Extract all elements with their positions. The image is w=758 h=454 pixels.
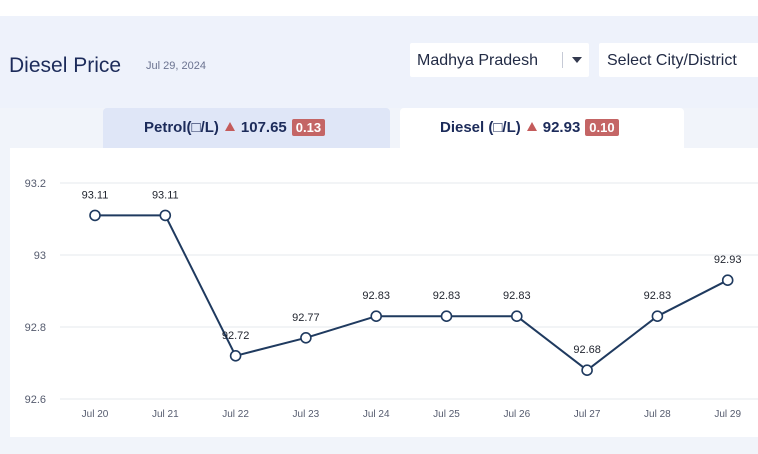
x-tick-label: Jul 21	[152, 409, 179, 420]
x-tick-label: Jul 20	[82, 409, 109, 420]
data-point	[721, 274, 734, 286]
price-line-chart: 92.6 92.8 93 93.2 Jul 20 Jul 21 Jul 22 Jul 23 Ju…	[25, 178, 758, 420]
x-tick-label: Jul 28	[644, 409, 671, 420]
data-label: 92.83	[503, 290, 531, 302]
up-arrow-icon	[224, 122, 235, 131]
tab-petrol[interactable]: Petrol(□/L) 107.65 0.13	[103, 108, 390, 148]
data-point	[581, 364, 593, 376]
tab-diesel-price: 92.93	[542, 119, 581, 136]
data-label: 92.83	[644, 290, 672, 302]
tab-petrol-label: Petrol(□/L)	[144, 119, 219, 136]
tab-petrol-change-badge: 0.13	[291, 119, 326, 136]
data-label: 93.11	[152, 189, 179, 201]
price-date: Jul 29, 2024	[146, 60, 206, 72]
data-point	[300, 332, 312, 344]
data-point	[370, 310, 383, 322]
data-point	[440, 310, 453, 322]
tab-diesel-change-badge: 0.10	[585, 119, 619, 136]
data-label: 92.68	[573, 344, 601, 356]
y-tick-label: 92.8	[25, 322, 46, 334]
tab-diesel[interactable]: Diesel (□/L) 92.93 0.10	[400, 108, 684, 148]
page-title: Diesel Price	[9, 54, 122, 77]
city-select-value: Select City/District	[607, 52, 737, 69]
price-chart-panel: 92.6 92.8 93 93.2 Jul 20 Jul 21 Jul 22 Jul 23 Ju…	[10, 148, 758, 437]
tab-diesel-label: Diesel (□/L)	[440, 119, 521, 136]
city-select[interactable]: Select City/District	[599, 43, 758, 77]
up-arrow-icon	[526, 122, 537, 131]
y-tick-label: 93	[34, 250, 46, 262]
chevron-down-icon[interactable]	[572, 57, 582, 63]
data-label: 92.83	[433, 290, 461, 302]
tab-petrol-price: 107.65	[240, 119, 287, 136]
x-tick-label: Jul 22	[222, 409, 249, 420]
data-label: 92.77	[292, 312, 320, 324]
state-select[interactable]: Madhya Pradesh	[410, 43, 589, 77]
y-tick-label: 92.6	[25, 394, 46, 406]
x-tick-label: Jul 23	[293, 409, 320, 420]
x-tick-label: Jul 26	[503, 409, 530, 420]
data-point	[651, 310, 664, 322]
x-tick-label: Jul 24	[363, 409, 390, 420]
x-tick-label: Jul 27	[574, 409, 601, 420]
data-point	[159, 209, 172, 222]
x-tick-label: Jul 29	[714, 409, 741, 420]
data-label: 92.83	[362, 290, 390, 302]
data-label: 92.72	[222, 330, 250, 342]
select-divider	[562, 52, 563, 68]
data-point	[89, 209, 101, 222]
x-tick-label: Jul 25	[433, 409, 460, 420]
y-tick-label: 93.2	[25, 178, 46, 190]
series-line	[95, 214, 729, 372]
state-select-value: Madhya Pradesh	[417, 52, 538, 69]
data-label: 92.93	[714, 254, 742, 266]
data-label: 93.11	[82, 189, 109, 201]
data-point	[510, 310, 523, 322]
top-strip	[0, 0, 758, 16]
data-point	[229, 350, 242, 362]
